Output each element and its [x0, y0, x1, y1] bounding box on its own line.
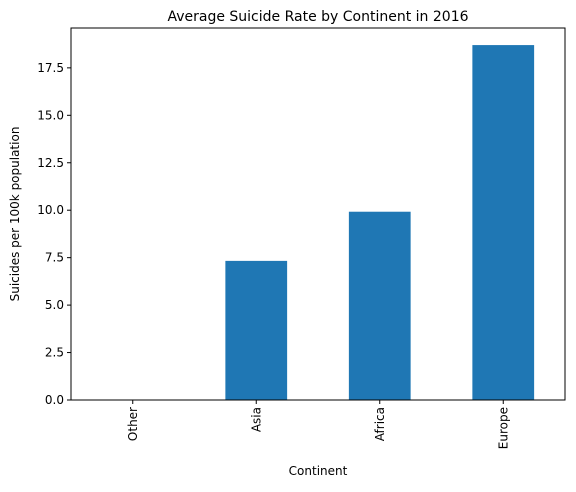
y-tick-label: 2.5 — [45, 346, 64, 360]
bar-asia — [225, 260, 288, 400]
bar-africa — [348, 211, 411, 400]
y-tick-label: 12.5 — [37, 156, 64, 170]
x-tick-label: Other — [126, 407, 140, 441]
y-axis-label: Suicides per 100k population — [8, 127, 22, 302]
y-tick-label: 17.5 — [37, 61, 64, 75]
y-tick-label: 5.0 — [45, 298, 64, 312]
bars-layer — [225, 45, 535, 400]
x-tick-label: Europe — [496, 407, 510, 449]
bar-europe — [472, 45, 535, 400]
y-tick-label: 10.0 — [37, 203, 64, 217]
y-tick-label: 15.0 — [37, 108, 64, 122]
x-axis-label: Continent — [289, 464, 348, 478]
x-tick-label: Africa — [373, 407, 387, 441]
chart-title: Average Suicide Rate by Continent in 201… — [167, 9, 468, 25]
x-axis: Other Asia Africa Europe — [126, 400, 510, 449]
plot-frame — [70, 27, 566, 401]
x-tick-label: Asia — [249, 407, 263, 432]
y-tick-label: 7.5 — [45, 251, 64, 265]
y-axis: 0.0 2.5 5.0 7.5 10.0 12.5 15.0 17.5 — [37, 61, 71, 407]
y-tick-label: 0.0 — [45, 393, 64, 407]
